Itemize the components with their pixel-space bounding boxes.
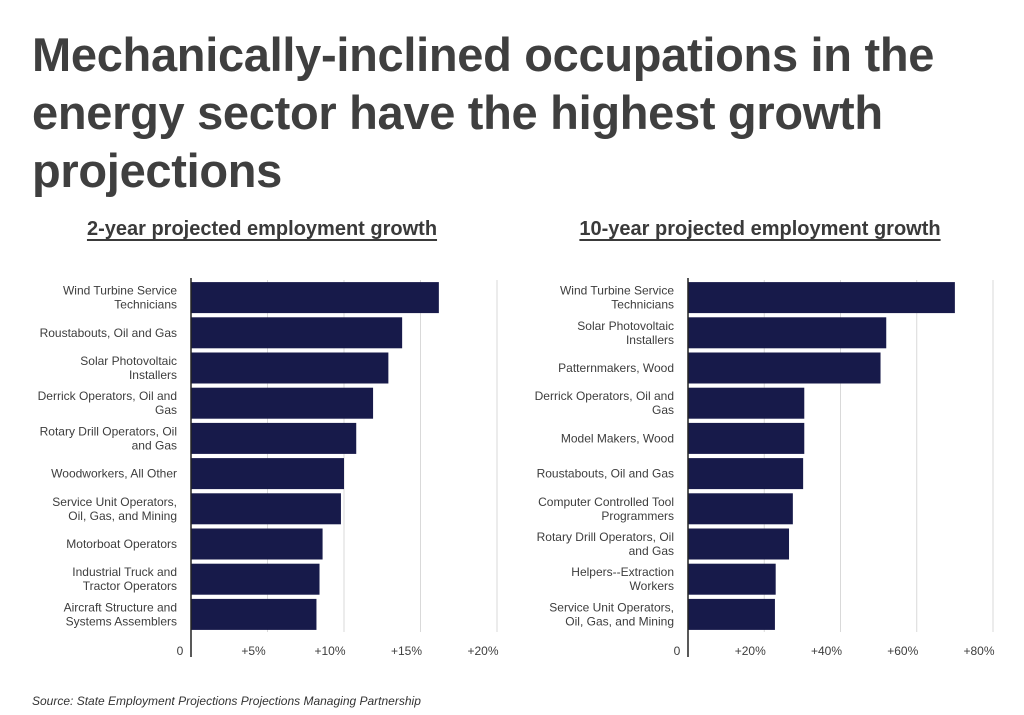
tick-label: +5% — [241, 644, 266, 658]
bar — [191, 282, 439, 314]
category-label: Wind Turbine Service Technicians — [63, 284, 177, 312]
chart-title: 10-year projected employment growth — [579, 218, 941, 240]
category-label: Derrick Operators, Oil and Gas — [535, 389, 674, 417]
bar — [688, 387, 805, 419]
bar — [191, 317, 403, 349]
chart-svg: Wind Turbine Service Technicians Roustabou… — [38, 278, 499, 658]
tick-label: +20% — [467, 644, 498, 658]
tick-label: +80% — [963, 644, 994, 658]
bar — [191, 528, 323, 560]
category-label: Rotary Drill Operators, Oil and Gas — [40, 424, 177, 452]
page-title: Mechanically-inclined occupations in the… — [32, 28, 935, 197]
tick-label: 0 — [674, 644, 681, 658]
category-label: Roustabouts, Oil and Gas — [40, 326, 177, 340]
chart-10-year: 10-year projected employment growth Wind… — [510, 210, 1024, 670]
bar — [688, 563, 776, 595]
tick-label: +15% — [391, 644, 422, 658]
category-label: Derrick Operators, Oil and Gas — [38, 389, 177, 417]
bar — [688, 317, 887, 349]
bar — [688, 458, 804, 490]
category-label: Roustabouts, Oil and Gas — [537, 467, 674, 481]
tick-label: +60% — [887, 644, 918, 658]
chart-title: 2-year projected employment growth — [86, 218, 438, 240]
bar — [191, 387, 374, 419]
category-label: Model Makers, Wood — [561, 431, 674, 445]
bar — [191, 598, 317, 630]
bar — [191, 563, 320, 595]
bar — [688, 282, 955, 314]
category-label: Motorboat Operators — [66, 537, 177, 551]
category-label: Rotary Drill Operators, Oil and Gas — [537, 530, 674, 558]
bar — [688, 422, 805, 454]
chart-2-year: 2-year projected employment growth Wind … — [0, 210, 512, 670]
tick-label: +20% — [735, 644, 766, 658]
category-label: Wind Turbine Service Technicians — [560, 284, 674, 312]
source-note: Source: State Employment Projections Pro… — [32, 694, 421, 708]
category-label: Service Unit Operators, Oil, Gas, and Min… — [52, 495, 177, 523]
bar — [191, 352, 389, 384]
tick-label: 0 — [177, 644, 184, 658]
category-label: Aircraft Structure and Systems Assemblers — [64, 600, 177, 628]
category-label: Service Unit Operators, Oil, Gas, and Min… — [549, 600, 674, 628]
bar — [688, 493, 793, 525]
category-label: Woodworkers, All Other — [51, 467, 177, 481]
chart-svg: Wind Turbine Service Technicians Solar Pho… — [535, 278, 995, 658]
tick-label: +10% — [314, 644, 345, 658]
bar — [191, 493, 341, 525]
category-label: Solar Photovoltaic Installers — [577, 319, 674, 347]
category-label: Helpers--Extraction Workers — [571, 565, 674, 593]
category-label: Computer Controlled Tool Programmers — [538, 495, 674, 523]
category-label: Industrial Truck and Tractor Operators — [72, 565, 177, 593]
category-label: Solar Photovoltaic Installers — [80, 354, 177, 382]
bar — [688, 598, 775, 630]
category-label: Patternmakers, Wood — [558, 361, 674, 375]
bar — [688, 352, 881, 384]
bar — [191, 458, 344, 490]
tick-label: +40% — [811, 644, 842, 658]
bar — [191, 422, 357, 454]
bar — [688, 528, 790, 560]
